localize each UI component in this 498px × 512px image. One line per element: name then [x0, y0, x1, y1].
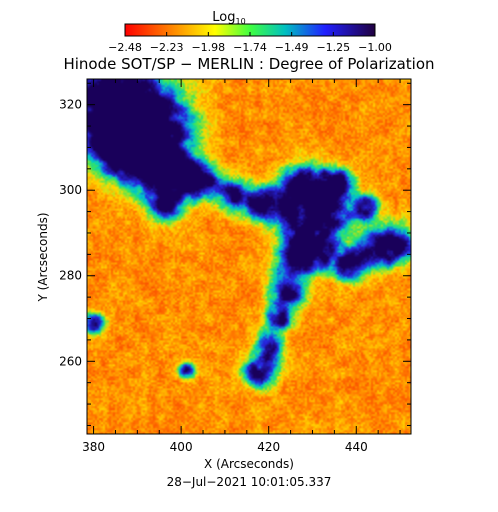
colorbar-tick-label: −1.25: [316, 41, 350, 54]
y-axis-label: Y (Arcseconds): [36, 212, 50, 302]
x-tick-label: 420: [257, 440, 280, 454]
colorbar-tick-label: −1.00: [358, 41, 392, 54]
plot-frame: [86, 78, 412, 435]
heatmap-image: [87, 79, 411, 434]
x-tick-label: 440: [345, 440, 368, 454]
colorbar-tick-label: −1.49: [275, 41, 309, 54]
heatmap-area: [86, 78, 412, 435]
colorbar-tick-label: −1.74: [233, 41, 267, 54]
colorbar-label-subscript: 10: [236, 17, 246, 26]
y-tick-label: 260: [59, 354, 82, 368]
y-tick-label: 280: [59, 269, 82, 283]
colorbar-tick-label: −2.23: [150, 41, 184, 54]
chart-title: Hinode SOT/SP − MERLIN : Degree of Polar…: [63, 55, 434, 73]
y-tick-label: 320: [59, 98, 82, 112]
x-tick-label: 380: [82, 440, 105, 454]
axis-ticks: 380 400 420 440 260 280 300 320: [59, 79, 411, 454]
x-tick-label: 400: [170, 440, 193, 454]
y-tick-label: 300: [59, 183, 82, 197]
timestamp: 28−Jul−2021 10:01:05.337: [167, 475, 332, 489]
colorbar-tick-label: −1.98: [191, 41, 225, 54]
colorbar-ticks: −2.48 −2.23 −1.98 −1.74 −1.49 −1.25 −1.00: [108, 32, 392, 54]
colorbar-label: Log10: [212, 10, 245, 26]
x-axis-label: X (Arcseconds): [204, 457, 294, 471]
colorbar-tick-label: −2.48: [108, 41, 142, 54]
